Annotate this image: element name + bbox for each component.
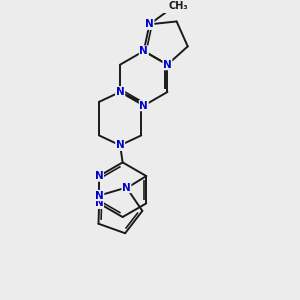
Text: N: N bbox=[140, 100, 148, 111]
Text: N: N bbox=[122, 183, 131, 193]
Text: N: N bbox=[95, 190, 104, 200]
Text: N: N bbox=[116, 87, 124, 97]
Text: N: N bbox=[94, 171, 103, 181]
Text: N: N bbox=[145, 19, 154, 29]
Text: N: N bbox=[116, 140, 124, 150]
Text: N: N bbox=[140, 46, 148, 56]
Text: CH₃: CH₃ bbox=[168, 1, 188, 11]
Text: N: N bbox=[163, 60, 172, 70]
Text: N: N bbox=[94, 198, 103, 208]
Text: N: N bbox=[116, 87, 124, 97]
